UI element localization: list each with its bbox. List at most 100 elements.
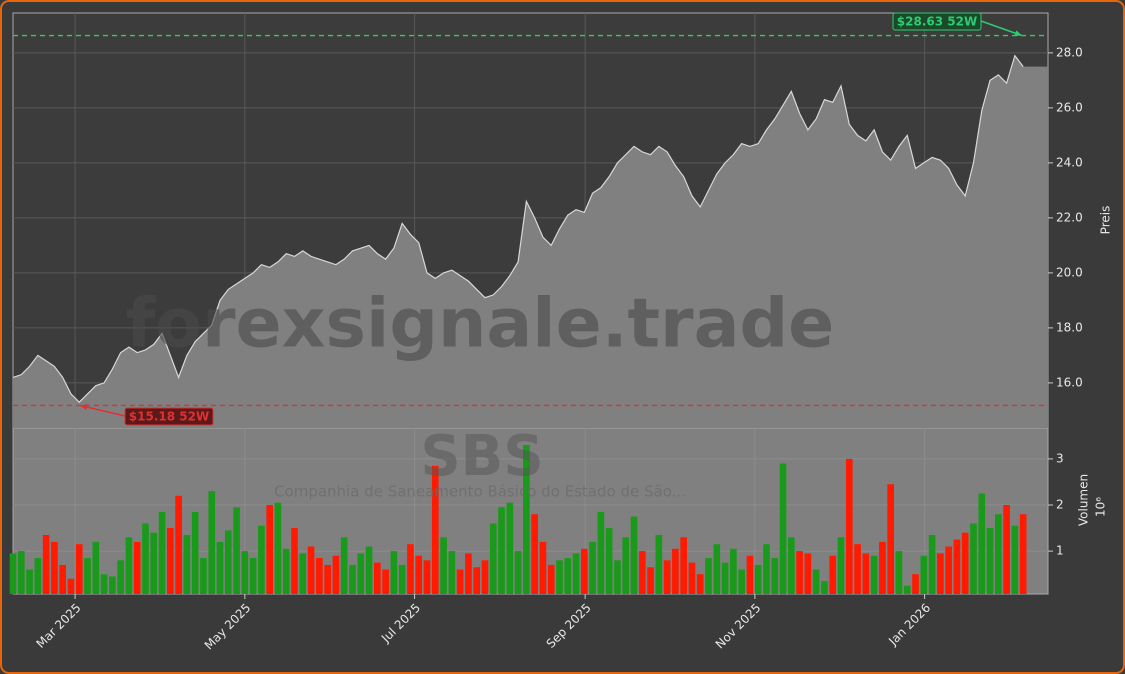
volume-bar bbox=[995, 514, 1002, 594]
volume-bar bbox=[1011, 525, 1019, 594]
volume-bar bbox=[109, 576, 116, 594]
volume-bar bbox=[581, 548, 588, 594]
volume-bar bbox=[448, 551, 456, 594]
volume-bar bbox=[465, 553, 472, 594]
y-axis-label: Preis bbox=[1099, 206, 1113, 235]
volume-bar bbox=[200, 558, 207, 594]
volume-bar bbox=[1019, 514, 1027, 594]
volume-bar bbox=[953, 539, 961, 594]
volume-bar bbox=[771, 558, 779, 594]
volume-bar bbox=[531, 514, 538, 594]
volume-bar bbox=[9, 553, 17, 594]
volume-bar bbox=[117, 560, 124, 594]
y-tick-label: 18.0 bbox=[1056, 320, 1083, 334]
volume-bar bbox=[42, 534, 50, 594]
volume-bar bbox=[133, 541, 141, 594]
volume-bar bbox=[440, 537, 447, 594]
volume-bar bbox=[208, 491, 216, 594]
watermark-company: Companhia de Saneamento Básico do Estado… bbox=[274, 483, 686, 501]
volume-bar bbox=[142, 523, 149, 594]
volume-bar bbox=[788, 537, 795, 594]
price-line bbox=[12, 54, 1024, 403]
volume-bar bbox=[167, 528, 174, 594]
annotation-arrow bbox=[79, 404, 126, 417]
volume-bar bbox=[59, 564, 66, 594]
volume-bar bbox=[630, 516, 638, 594]
volume-bar bbox=[887, 484, 894, 594]
volume-bar bbox=[920, 555, 928, 594]
volume-bar bbox=[498, 507, 505, 594]
volume-bar bbox=[912, 574, 919, 594]
volume-bar bbox=[680, 537, 687, 594]
volume-bar bbox=[158, 511, 166, 594]
volume-bar bbox=[84, 558, 91, 594]
volume-bar bbox=[879, 541, 886, 594]
volume-bar bbox=[125, 537, 133, 594]
volume-bar bbox=[506, 502, 514, 594]
volume-bar bbox=[332, 555, 340, 594]
volume-bar bbox=[622, 537, 630, 594]
y-tick-label: 1 bbox=[1056, 544, 1064, 558]
volume-bar bbox=[937, 553, 944, 594]
volume-bar bbox=[415, 555, 423, 594]
arrow-head bbox=[1014, 30, 1022, 37]
volume-bar bbox=[754, 564, 762, 594]
volume-bar bbox=[390, 551, 398, 594]
volume-bar bbox=[688, 562, 696, 594]
volume-bar bbox=[398, 564, 406, 594]
volume-bar bbox=[672, 548, 679, 594]
volume-bar bbox=[150, 532, 158, 594]
volume-bar bbox=[804, 553, 812, 594]
volume-bar bbox=[299, 553, 307, 594]
volume-bar bbox=[928, 534, 936, 594]
volume-bar bbox=[655, 534, 663, 594]
volume-bar bbox=[456, 569, 464, 594]
y-tick-label: 20.0 bbox=[1056, 265, 1083, 279]
annotation-arrow bbox=[980, 20, 1023, 37]
volume-bar bbox=[216, 541, 224, 594]
arrow-head bbox=[80, 404, 88, 410]
watermark-ticker: SBS bbox=[420, 424, 543, 489]
y-tick-label: 28.0 bbox=[1056, 45, 1083, 59]
y-tick-label: 2 bbox=[1056, 498, 1064, 512]
y2-axis-label: Volumen bbox=[1077, 474, 1091, 526]
volume-bar bbox=[365, 546, 373, 594]
volume-bar bbox=[249, 558, 257, 594]
volume-bar bbox=[1003, 505, 1010, 594]
y-tick-label: 22.0 bbox=[1056, 210, 1083, 224]
volume-bar bbox=[696, 574, 704, 594]
volume-bar bbox=[614, 560, 621, 594]
volume-bar bbox=[556, 560, 563, 594]
volume-bar bbox=[291, 528, 298, 594]
y-tick-label: 24.0 bbox=[1056, 155, 1083, 169]
volume-bar bbox=[34, 558, 42, 594]
volume-bar bbox=[796, 551, 803, 594]
volume-bar bbox=[589, 541, 596, 594]
volume-bar bbox=[523, 445, 530, 594]
volume-bar bbox=[895, 551, 903, 594]
volume-bar bbox=[266, 505, 273, 594]
price-area bbox=[13, 55, 1048, 429]
volume-bar bbox=[51, 541, 58, 594]
volume-bar bbox=[67, 578, 75, 594]
volume-bar bbox=[233, 507, 240, 594]
y-tick-label: 16.0 bbox=[1056, 375, 1083, 389]
volume-bar bbox=[340, 537, 348, 594]
annotation-label: $15.18 52W bbox=[129, 410, 209, 424]
volume-bar bbox=[431, 465, 439, 594]
volume-bar bbox=[779, 463, 787, 594]
volume-bar bbox=[407, 544, 414, 594]
volume-bar bbox=[854, 544, 861, 594]
volume-bar bbox=[191, 511, 199, 594]
volume-bar bbox=[986, 528, 994, 594]
volume-bar bbox=[324, 564, 331, 594]
volume-bar bbox=[382, 569, 389, 594]
volume-bar bbox=[945, 546, 952, 594]
volume-bar bbox=[100, 574, 108, 594]
volume-bar bbox=[970, 523, 977, 594]
volume-bar bbox=[829, 555, 837, 594]
volume-bar bbox=[307, 546, 315, 594]
volume-bar bbox=[663, 560, 671, 594]
volume-bar bbox=[17, 551, 25, 594]
